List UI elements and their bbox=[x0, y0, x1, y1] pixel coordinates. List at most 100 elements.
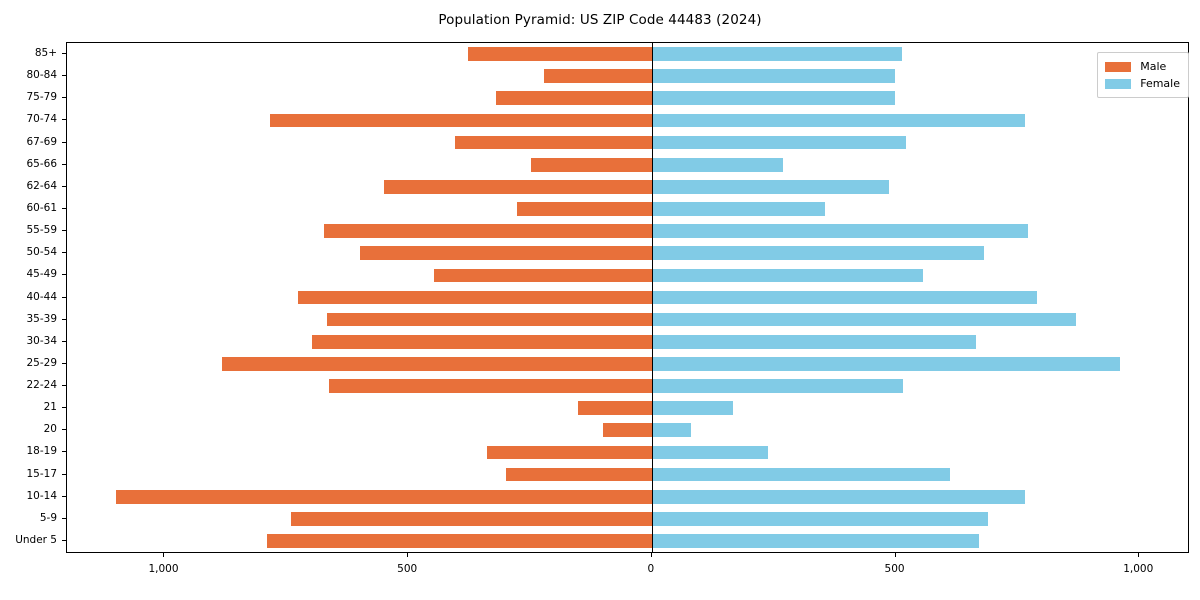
y-axis-tick bbox=[62, 429, 66, 431]
y-axis-tick bbox=[62, 451, 66, 453]
bar-group bbox=[67, 246, 1188, 261]
x-axis-tick bbox=[1138, 553, 1140, 557]
bar-male bbox=[360, 246, 652, 261]
y-axis-label: 67-69 bbox=[26, 135, 57, 148]
bar-female bbox=[651, 135, 906, 150]
bar-group bbox=[67, 401, 1188, 415]
bar-group bbox=[67, 157, 1188, 172]
bar-male bbox=[326, 312, 652, 327]
bar-group bbox=[67, 334, 1188, 349]
x-axis-tick bbox=[894, 553, 896, 557]
y-axis-label: 85+ bbox=[34, 47, 57, 60]
bar-group bbox=[67, 179, 1188, 194]
y-axis-tick bbox=[62, 473, 66, 475]
bar-group bbox=[67, 224, 1188, 238]
bar-female bbox=[651, 334, 977, 349]
bar-male bbox=[298, 290, 652, 305]
y-axis-tick bbox=[62, 252, 66, 254]
y-axis-tick bbox=[62, 75, 66, 77]
bar-female bbox=[651, 224, 1029, 238]
bar-male bbox=[383, 179, 652, 194]
bar-female bbox=[651, 157, 784, 172]
bar-group bbox=[67, 268, 1188, 283]
bar-group bbox=[67, 135, 1188, 150]
bar-female bbox=[651, 268, 923, 283]
y-axis-label: 21 bbox=[43, 401, 57, 414]
bar-group bbox=[67, 534, 1188, 548]
y-axis-tick bbox=[62, 53, 66, 55]
y-axis-label: 22-24 bbox=[26, 379, 57, 392]
legend-swatch-female-icon bbox=[1105, 78, 1132, 89]
x-axis-tick bbox=[407, 553, 409, 557]
bar-male bbox=[468, 47, 652, 61]
legend-swatch-male-icon bbox=[1105, 61, 1132, 72]
y-axis-label: 75-79 bbox=[26, 91, 57, 104]
legend-label-male: Male bbox=[1140, 60, 1167, 73]
bar-female bbox=[651, 467, 950, 482]
y-axis-label: 10-14 bbox=[26, 489, 57, 502]
bar-female bbox=[651, 312, 1077, 327]
y-axis-label: 60-61 bbox=[26, 201, 57, 214]
bar-female bbox=[651, 113, 1026, 128]
bar-group bbox=[67, 423, 1188, 438]
y-axis-label: 62-64 bbox=[26, 179, 57, 192]
y-axis-tick bbox=[62, 407, 66, 409]
y-axis-tick bbox=[62, 274, 66, 276]
x-axis-label: 500 bbox=[397, 563, 418, 575]
bar-male bbox=[269, 113, 652, 128]
bar-female bbox=[651, 69, 895, 84]
bar-male bbox=[602, 423, 652, 438]
bar-female bbox=[651, 379, 904, 393]
bar-group bbox=[67, 290, 1188, 305]
bar-female bbox=[651, 489, 1026, 504]
bar-male bbox=[266, 534, 652, 548]
zero-axis-line bbox=[651, 43, 653, 552]
bar-group bbox=[67, 379, 1188, 393]
y-axis-label: 55-59 bbox=[26, 224, 57, 237]
y-axis-label: 25-29 bbox=[26, 356, 57, 369]
bar-male bbox=[312, 334, 652, 349]
bar-group bbox=[67, 113, 1188, 128]
bar-group bbox=[67, 69, 1188, 84]
x-axis-label: 1,000 bbox=[1123, 563, 1154, 575]
y-axis-tick bbox=[62, 495, 66, 497]
y-axis-label: 18-19 bbox=[26, 445, 57, 458]
bar-male bbox=[434, 268, 652, 283]
bar-male bbox=[324, 224, 652, 238]
bar-male bbox=[329, 379, 652, 393]
bar-female bbox=[651, 179, 890, 194]
bar-group bbox=[67, 312, 1188, 327]
legend-entry-female[interactable]: Female bbox=[1105, 75, 1180, 92]
y-axis-tick bbox=[62, 517, 66, 519]
bar-male bbox=[516, 202, 652, 216]
y-axis-label: 50-54 bbox=[26, 246, 57, 259]
legend-entry-male[interactable]: Male bbox=[1105, 58, 1180, 75]
y-axis-tick bbox=[62, 163, 66, 165]
y-axis-label: 35-39 bbox=[26, 312, 57, 325]
legend-label-female: Female bbox=[1140, 77, 1180, 90]
y-axis-tick bbox=[62, 362, 66, 364]
bar-male bbox=[543, 69, 652, 84]
bar-male bbox=[487, 445, 652, 460]
bar-female bbox=[651, 534, 979, 548]
bar-female bbox=[651, 445, 769, 460]
y-axis-label: Under 5 bbox=[15, 533, 57, 546]
legend: Male Female bbox=[1097, 52, 1189, 98]
bar-female bbox=[651, 290, 1037, 305]
bar-female bbox=[651, 423, 692, 438]
bar-group bbox=[67, 357, 1188, 371]
bar-female bbox=[651, 47, 903, 61]
y-axis-tick bbox=[62, 207, 66, 209]
bar-group bbox=[67, 467, 1188, 482]
bar-male bbox=[455, 135, 652, 150]
bar-female bbox=[651, 401, 734, 415]
y-axis-label: 5-9 bbox=[39, 511, 57, 524]
bar-group bbox=[67, 91, 1188, 106]
y-axis-tick bbox=[62, 97, 66, 99]
bar-female bbox=[651, 246, 984, 261]
y-axis-tick bbox=[62, 141, 66, 143]
y-axis-label: 20 bbox=[43, 423, 57, 436]
bar-female bbox=[651, 511, 988, 526]
y-axis-tick bbox=[62, 296, 66, 298]
y-axis-label: 15-17 bbox=[26, 467, 57, 480]
